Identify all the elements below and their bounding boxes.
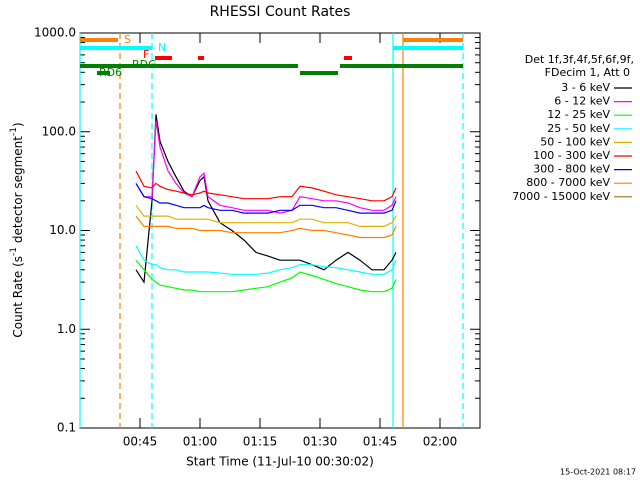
- x-tick-label: 01:15: [243, 435, 278, 449]
- y-tick-label: 1.0: [57, 322, 76, 336]
- legend-label: 6 - 12 keV: [554, 95, 610, 108]
- footer: 15-Oct-2021 08:17: [560, 468, 636, 477]
- x-axis-label: Start Time (11-Jul-10 00:30:02): [186, 455, 374, 469]
- y-label-part: ): [11, 122, 25, 127]
- series-line: [135, 170, 397, 202]
- series-line: [135, 120, 397, 214]
- y-tick-label: 100.0: [42, 124, 76, 138]
- y-label-sup: -1: [9, 247, 19, 256]
- series-line: [135, 114, 397, 284]
- legend-label: 25 - 50 keV: [547, 122, 610, 135]
- x-tick-label: 01:30: [303, 435, 338, 449]
- series-line: [135, 245, 397, 275]
- legend-label: 800 - 7000 keV: [526, 176, 610, 189]
- flag-label: S: [124, 33, 131, 46]
- y-axis-label: Count Rate (s-1 detector segment-1): [9, 122, 25, 337]
- legend-label: 300 - 800 keV: [533, 163, 610, 176]
- legend-header: Det 1f,3f,4f,5f,6f,9f,: [525, 53, 634, 66]
- legend-label: 50 - 100 keV: [540, 135, 610, 148]
- flag-label: F: [143, 48, 149, 61]
- legend-label: 100 - 300 keV: [533, 149, 610, 162]
- legend-header: FDecim 1, Att 0: [545, 66, 630, 79]
- y-label-sup: -1: [9, 127, 19, 136]
- chart-title: RHESSI Count Rates: [210, 4, 351, 20]
- y-tick-label: 0.1: [57, 421, 76, 435]
- y-tick-label: 1000.0: [34, 26, 76, 40]
- series-line: [135, 204, 397, 227]
- legend-label: 7000 - 15000 keV: [512, 190, 610, 203]
- series-line: [135, 183, 397, 214]
- x-tick-label: 01:00: [183, 435, 218, 449]
- series-line: [135, 259, 397, 293]
- x-tick-label: 01:45: [363, 435, 398, 449]
- x-tick-label: 00:45: [123, 435, 158, 449]
- x-tick-label: 02:00: [423, 435, 458, 449]
- y-label-part: Count Rate (s: [11, 256, 25, 338]
- y-label-part: detector segment: [11, 136, 25, 247]
- series-line: [135, 215, 397, 239]
- legend-label: 3 - 6 keV: [561, 81, 610, 94]
- flag-label: RDG: [132, 58, 157, 71]
- legend-label: 12 - 25 keV: [547, 108, 610, 121]
- flag-label: N: [158, 41, 166, 54]
- flag-label: RD6: [99, 66, 122, 79]
- y-tick-label: 10.0: [49, 223, 76, 237]
